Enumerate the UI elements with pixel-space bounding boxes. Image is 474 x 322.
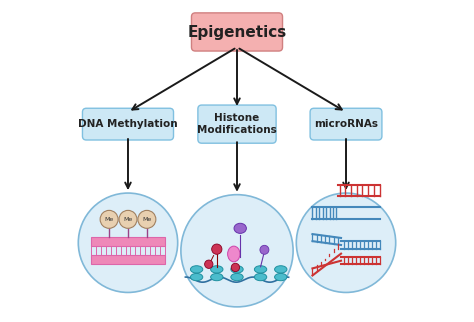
Text: DNA Methylation: DNA Methylation bbox=[78, 119, 178, 129]
Ellipse shape bbox=[231, 273, 243, 281]
Circle shape bbox=[296, 193, 396, 292]
Text: microRNAs: microRNAs bbox=[314, 119, 378, 129]
Ellipse shape bbox=[210, 266, 223, 273]
Circle shape bbox=[231, 263, 239, 272]
Ellipse shape bbox=[231, 266, 243, 273]
Ellipse shape bbox=[210, 273, 223, 281]
Circle shape bbox=[181, 195, 293, 307]
Ellipse shape bbox=[191, 273, 203, 281]
FancyBboxPatch shape bbox=[91, 255, 165, 264]
Circle shape bbox=[78, 193, 178, 292]
Text: Histone
Modifications: Histone Modifications bbox=[197, 113, 277, 135]
Circle shape bbox=[205, 260, 213, 269]
FancyBboxPatch shape bbox=[91, 237, 165, 246]
Ellipse shape bbox=[274, 273, 287, 281]
Ellipse shape bbox=[274, 266, 287, 273]
FancyBboxPatch shape bbox=[310, 108, 382, 140]
Circle shape bbox=[138, 210, 156, 228]
Circle shape bbox=[100, 210, 118, 228]
Ellipse shape bbox=[255, 273, 267, 281]
Circle shape bbox=[260, 245, 269, 254]
FancyBboxPatch shape bbox=[191, 13, 283, 51]
Circle shape bbox=[212, 244, 222, 254]
Text: Epigenetics: Epigenetics bbox=[187, 24, 287, 40]
Circle shape bbox=[119, 210, 137, 228]
Ellipse shape bbox=[234, 223, 246, 233]
Text: Me: Me bbox=[104, 217, 114, 222]
Ellipse shape bbox=[255, 266, 267, 273]
FancyBboxPatch shape bbox=[198, 105, 276, 143]
Text: Me: Me bbox=[142, 217, 152, 222]
FancyBboxPatch shape bbox=[82, 108, 173, 140]
Ellipse shape bbox=[228, 246, 240, 262]
Ellipse shape bbox=[191, 266, 203, 273]
Text: Me: Me bbox=[123, 217, 133, 222]
